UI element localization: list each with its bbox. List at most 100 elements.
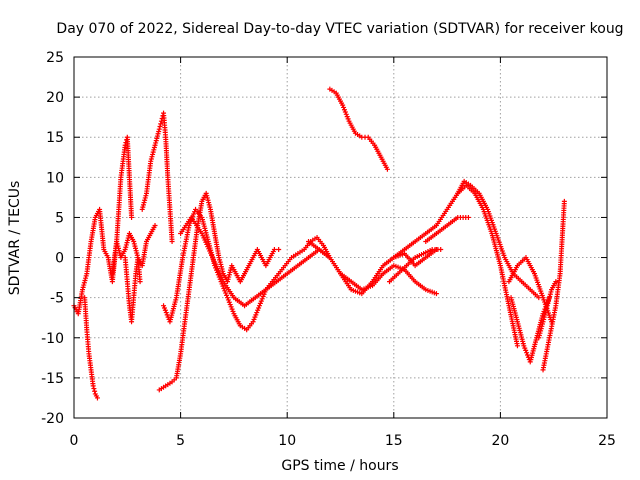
data-point [521,343,527,349]
data-point [151,147,157,153]
series-pass-n [423,214,471,245]
series-pass-r [540,198,567,373]
data-point [125,237,131,243]
data-point [124,240,130,246]
series-pass-c [109,134,135,277]
data-point [225,276,231,282]
data-point [217,259,223,265]
data-point [228,304,234,310]
x-tick-label: 20 [491,433,509,449]
series-pass-s [536,279,559,341]
data-point [191,211,197,217]
data-point [546,296,552,302]
data-point [152,222,158,228]
data-point [133,245,139,251]
data-point [131,239,137,245]
data-point [123,244,129,250]
data-point [538,326,544,332]
series-pass-b [82,295,100,401]
data-point [226,299,232,305]
data-point [547,291,553,297]
data-point [254,310,260,316]
data-point [218,264,224,270]
data-point [536,295,542,301]
y-axis-label: SDTVAR / TECUs [7,181,23,296]
data-point [83,273,89,279]
x-tick-label: 0 [70,433,79,449]
data-point [80,287,86,293]
data-point [524,350,530,356]
data-point [137,279,143,285]
data-point [205,197,211,203]
data-point [252,314,258,320]
data-point [156,128,162,134]
data-point [542,312,548,318]
data-point [539,323,545,329]
data-point [225,297,231,303]
series-pass-h [178,214,333,309]
data-point [220,268,226,274]
data-point [161,305,167,311]
data-point [250,319,256,325]
data-point [536,332,542,338]
data-point [539,321,545,327]
data-point [548,289,554,295]
data-point [258,298,264,304]
data-point [541,314,547,320]
data-point [158,121,164,127]
y-tick-label: -10 [41,331,64,347]
data-point [227,269,233,275]
data-point [544,303,550,309]
data-point [94,395,100,401]
data-point [132,243,138,249]
y-tick-label: -15 [41,371,64,387]
x-tick-label: 25 [598,433,616,449]
axis-ticks: -20 -15 -10 -5 0 5 10 15 20 25 0 5 10 15 20 25 [41,50,616,449]
data-point [155,131,161,137]
data-point [225,279,231,285]
data-point [129,214,135,220]
data-point [139,206,145,212]
data-point [122,247,128,253]
data-point [465,214,471,220]
data-point [545,300,551,306]
data-point [553,279,559,285]
data-point [514,343,520,349]
data-point [143,193,149,199]
data-point [153,140,159,146]
data-point [152,142,158,148]
data-point [276,247,282,253]
data-point [148,158,154,164]
data-point [161,303,167,309]
x-tick-label: 10 [278,433,296,449]
y-tick-label: 10 [46,170,64,186]
data-point [256,303,262,309]
data-point [542,310,548,316]
data-point [134,252,140,258]
data-point [229,306,235,312]
series-pass-d [122,255,143,325]
data-point [341,107,347,113]
data-point [259,296,265,302]
data-point [150,151,156,157]
data-point [207,204,213,210]
data-point [226,274,232,280]
series-pass-j [327,86,390,172]
series-pass-e [139,110,175,245]
data-point [256,305,262,311]
data-point [345,116,351,122]
series-pass-a [71,206,158,317]
data-point [156,126,162,132]
data-point [271,247,277,253]
data-point [222,288,228,294]
data-point [141,200,147,206]
data-point [251,316,257,322]
data-point [546,298,552,304]
data-point [257,300,263,306]
data-point [157,124,163,130]
data-point [134,250,140,256]
data-point [540,319,546,325]
data-point [230,308,236,314]
data-point [544,305,550,311]
data-point [543,307,549,313]
